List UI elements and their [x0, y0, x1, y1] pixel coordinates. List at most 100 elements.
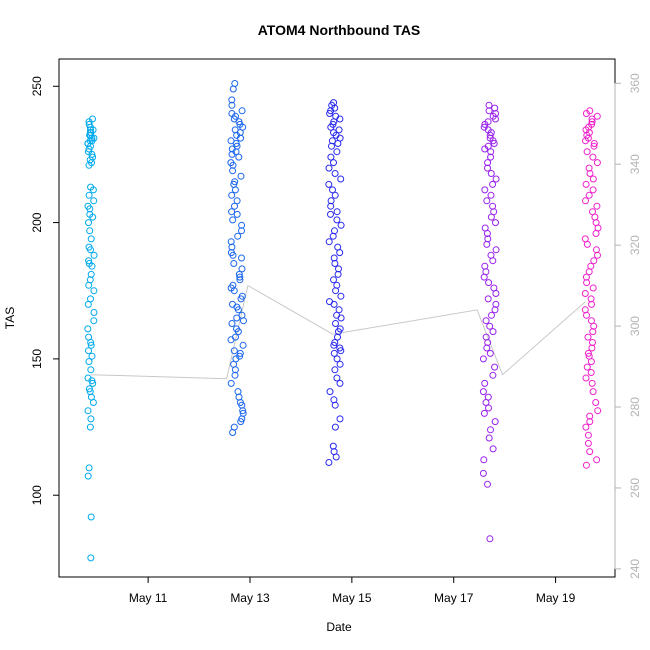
data-point: [85, 347, 92, 355]
data-point: [491, 363, 499, 371]
data-point: [490, 284, 498, 292]
trace-layer: [90, 284, 586, 380]
data-point: [593, 456, 601, 464]
data-point: [229, 281, 237, 289]
data-point: [87, 341, 95, 349]
data-point: [583, 148, 591, 156]
data-point: [84, 374, 92, 382]
data-point: [582, 374, 590, 382]
x-tick-label: May 11: [129, 591, 168, 605]
data-point: [584, 333, 592, 341]
data-point: [588, 120, 596, 128]
data-point: [586, 448, 594, 456]
data-point: [582, 180, 590, 188]
data-point: [228, 96, 236, 104]
data-point: [484, 142, 492, 150]
data-point: [492, 246, 500, 254]
data-point: [489, 328, 497, 336]
data-point: [488, 311, 495, 319]
data-point: [85, 243, 93, 251]
x-axis-label: Date: [326, 620, 352, 634]
data-point: [333, 148, 341, 156]
data-point: [331, 170, 339, 177]
data-point: [235, 153, 243, 161]
data-point: [486, 322, 494, 330]
data-point: [585, 191, 593, 199]
data-point: [487, 426, 494, 434]
data-point: [481, 379, 489, 387]
data-point: [590, 257, 598, 265]
data-point: [85, 191, 93, 199]
data-point: [592, 246, 600, 254]
data-point: [487, 153, 495, 161]
data-point: [485, 279, 493, 287]
data-point: [337, 221, 345, 229]
data-point: [582, 273, 590, 281]
data-point: [485, 434, 493, 442]
data-point: [589, 284, 597, 292]
data-point: [336, 344, 344, 352]
y-right-tick-label: 340: [628, 154, 642, 174]
data-point: [86, 227, 94, 235]
data-point: [84, 472, 92, 480]
data-point: [486, 535, 494, 543]
data-point: [326, 298, 333, 306]
y-tick-label: 100: [30, 485, 44, 505]
data-point: [333, 374, 341, 382]
data-point: [326, 388, 334, 396]
data-point: [583, 363, 591, 371]
data-point: [487, 170, 495, 177]
data-point: [330, 99, 338, 107]
data-point: [229, 216, 237, 224]
data-point: [335, 265, 342, 273]
y-tick-label: 250: [30, 76, 44, 96]
x-tick-label: May 15: [332, 591, 372, 605]
data-point: [479, 388, 487, 396]
data-point: [584, 349, 592, 357]
data-point: [589, 388, 597, 396]
data-point: [325, 459, 333, 466]
data-point: [227, 336, 235, 344]
data-point: [90, 287, 98, 295]
data-point: [236, 273, 244, 281]
chart-title: ATOM4 Northbound TAS: [258, 22, 421, 38]
data-point: [87, 270, 95, 278]
y-right-tick-label: 320: [628, 235, 642, 255]
data-point: [238, 254, 245, 262]
data-point: [582, 423, 590, 431]
data-point: [589, 153, 597, 161]
data-point: [85, 333, 93, 341]
data-point: [487, 191, 495, 199]
y-right-tick-label: 360: [628, 73, 642, 93]
data-point: [331, 366, 339, 374]
data-point: [489, 445, 497, 453]
data-point: [594, 251, 601, 259]
data-point: [227, 159, 235, 167]
data-point: [238, 311, 246, 319]
x-tick-label: May 17: [434, 591, 474, 605]
data-point: [335, 306, 343, 314]
data-point: [228, 320, 236, 327]
data-point: [227, 379, 235, 387]
y-axis-right: 240 260 280 300 320 340 360: [614, 73, 642, 579]
data-point: [333, 216, 341, 224]
data-point: [581, 306, 589, 314]
data-point: [90, 309, 98, 316]
data-point: [583, 311, 590, 319]
data-point: [481, 186, 489, 194]
data-point: [85, 260, 93, 267]
data-point: [487, 251, 495, 259]
data-point: [491, 104, 499, 112]
data-point: [230, 347, 238, 355]
trace-line: [90, 284, 586, 380]
data-point: [479, 469, 487, 477]
data-point: [236, 349, 244, 357]
data-point: [485, 101, 493, 109]
data-point: [238, 221, 246, 229]
data-point: [492, 219, 499, 227]
data-point: [232, 333, 239, 341]
data-point: [228, 110, 236, 117]
data-point: [480, 456, 488, 464]
data-point: [327, 197, 335, 205]
data-point: [481, 224, 489, 232]
